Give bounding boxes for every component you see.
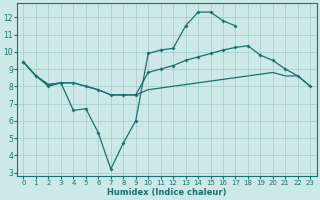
X-axis label: Humidex (Indice chaleur): Humidex (Indice chaleur) [107,188,227,197]
